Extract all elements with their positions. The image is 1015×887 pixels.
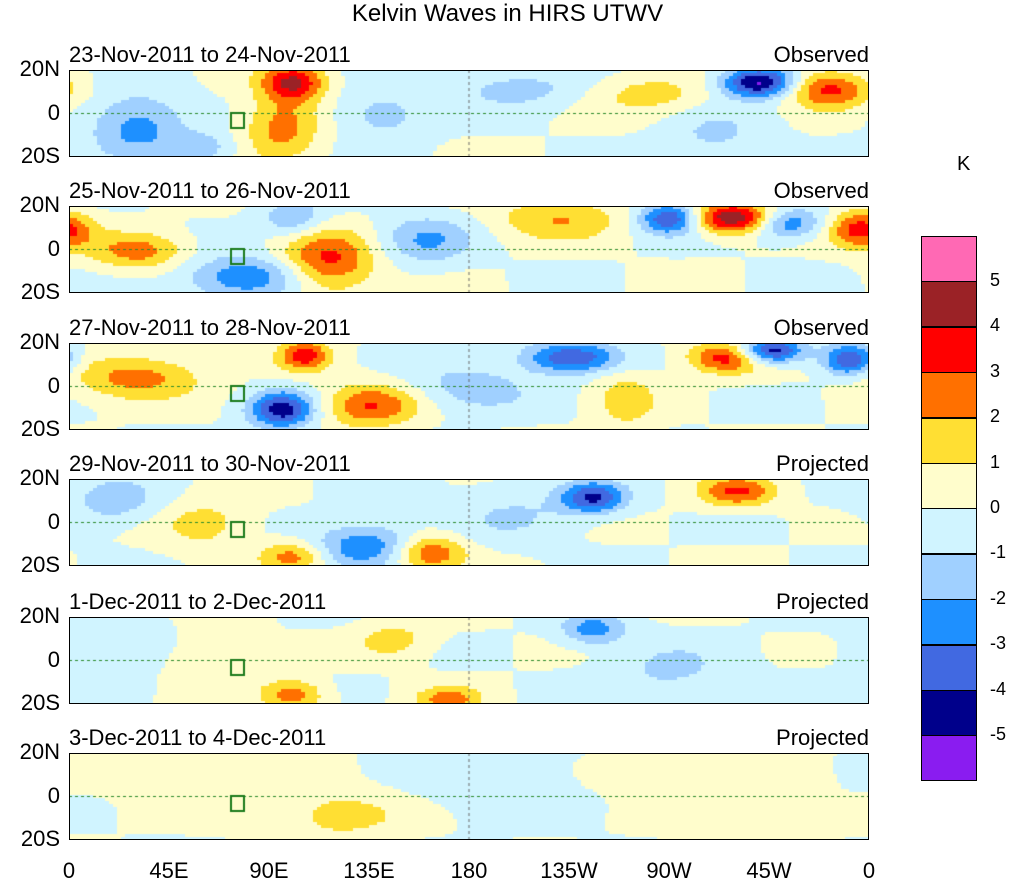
map-panel: 23-Nov-2011 to 24-Nov-2011 Observed [69, 42, 869, 157]
map-panel: 27-Nov-2011 to 28-Nov-2011 Observed [69, 315, 869, 430]
x-tick-label: 180 [450, 858, 488, 883]
panel-status: Projected [776, 725, 869, 750]
y-tick-label: 0 [47, 99, 60, 125]
panel-period: 25-Nov-2011 to 26-Nov-2011 [69, 178, 351, 203]
colorbar-label: -1 [990, 542, 1007, 563]
panel-period: 1-Dec-2011 to 2-Dec-2011 [69, 589, 327, 614]
anomaly-field [69, 617, 869, 704]
map-panel: 29-Nov-2011 to 30-Nov-2011 Projected [69, 451, 869, 566]
chart-title: Kelvin Waves in HIRS UTWV [351, 0, 664, 27]
anomaly-field [69, 206, 869, 293]
panel-status: Observed [773, 315, 869, 340]
colorbar-swatch [921, 326, 977, 373]
colorbar-label: 0 [990, 497, 1001, 517]
anomaly-field [69, 70, 869, 157]
colorbar-label: 2 [990, 406, 1001, 427]
colorbar-swatch [921, 735, 977, 782]
panel-status: Projected [776, 589, 869, 614]
colorbar-swatch [921, 463, 977, 509]
colorbar-label: 4 [990, 315, 1001, 336]
panel-period: 29-Nov-2011 to 30-Nov-2011 [69, 451, 351, 476]
y-tick-label: 0 [47, 782, 60, 808]
colorbar-swatch [921, 644, 977, 691]
colorbar-label: 1 [990, 451, 1001, 472]
x-tick-label: 135E [343, 858, 395, 883]
y-tick-label: 20N [19, 329, 60, 354]
y-tick-label: 0 [47, 508, 60, 534]
colorbar-swatch [921, 553, 977, 600]
y-tick-label: 20N [19, 603, 60, 628]
panel-frame [69, 206, 869, 293]
panel-frame [69, 753, 869, 840]
x-tick-label: 45E [149, 858, 189, 883]
y-tick-label: 20S [20, 143, 60, 168]
y-tick-label: 0 [47, 372, 60, 398]
y-tick-label: 20N [19, 192, 60, 217]
x-tick-label: 0 [62, 858, 76, 883]
colorbar-swatch [921, 372, 977, 419]
map-panel: 1-Dec-2011 to 2-Dec-2011 Projected [69, 589, 869, 704]
colorbar-label: -3 [990, 633, 1007, 654]
x-tick-label: 90E [249, 858, 289, 883]
panel-frame [69, 479, 869, 566]
y-tick-label: 0 [47, 235, 60, 261]
panel-status: Observed [773, 42, 869, 67]
y-tick-label: 20N [19, 465, 60, 490]
anomaly-field [69, 753, 869, 840]
y-tick-label: 20S [20, 552, 60, 577]
y-tick-label: 20S [20, 279, 60, 304]
colorbar-swatch [921, 281, 977, 328]
panel-frame [69, 617, 869, 704]
panel-period: 27-Nov-2011 to 28-Nov-2011 [69, 315, 351, 340]
x-tick-label: 0 [862, 858, 876, 883]
y-tick-label: 20N [19, 739, 60, 764]
colorbar-swatch [921, 599, 977, 646]
panel-period: 3-Dec-2011 to 4-Dec-2011 [69, 725, 327, 750]
colorbar-swatch [921, 690, 977, 736]
colorbar-label: -2 [990, 587, 1007, 608]
colorbar-label: 3 [990, 360, 1001, 381]
x-tick-label: 45W [746, 858, 792, 883]
panel-status: Observed [773, 178, 869, 203]
y-tick-label: 20N [19, 56, 60, 81]
colorbar-swatch [921, 417, 977, 464]
y-tick-label: 20S [20, 416, 60, 441]
anomaly-field [69, 479, 869, 566]
colorbar-swatch [921, 236, 977, 282]
panel-frame [69, 343, 869, 430]
y-tick-label: 0 [47, 646, 60, 672]
y-tick-label: 20S [20, 826, 60, 851]
y-tick-label: 20S [20, 690, 60, 715]
map-panel: 3-Dec-2011 to 4-Dec-2011 Projected [69, 725, 869, 840]
panel-period: 23-Nov-2011 to 24-Nov-2011 [69, 42, 351, 67]
x-tick-label: 90W [646, 858, 692, 883]
x-tick-label: 135W [540, 858, 598, 883]
anomaly-field [69, 343, 869, 430]
colorbar-swatch [921, 508, 977, 555]
panel-frame [69, 70, 869, 157]
colorbar-label: 5 [990, 270, 1001, 290]
panel-status: Projected [776, 451, 869, 476]
colorbar-label: -5 [990, 724, 1007, 744]
colorbar-label: -4 [990, 678, 1007, 699]
map-panel: 25-Nov-2011 to 26-Nov-2011 Observed [69, 178, 869, 293]
colorbar-unit: K [957, 153, 971, 175]
